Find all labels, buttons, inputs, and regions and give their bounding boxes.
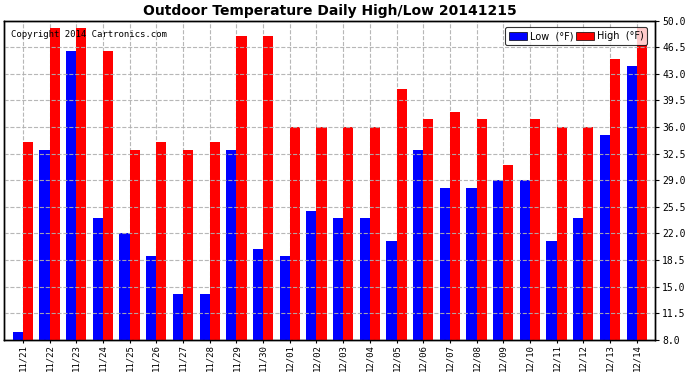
Bar xyxy=(333,218,343,375)
Bar xyxy=(343,127,353,375)
Bar xyxy=(199,294,210,375)
Legend: Low  (°F), High  (°F): Low (°F), High (°F) xyxy=(506,27,647,45)
Bar xyxy=(466,188,477,375)
Bar xyxy=(183,150,193,375)
Bar xyxy=(172,294,183,375)
Bar xyxy=(610,59,620,375)
Bar xyxy=(440,188,450,375)
Bar xyxy=(583,127,593,375)
Bar xyxy=(520,180,530,375)
Bar xyxy=(627,66,637,375)
Bar xyxy=(279,256,290,375)
Bar xyxy=(263,36,273,375)
Bar xyxy=(423,120,433,375)
Bar xyxy=(386,241,397,375)
Bar xyxy=(92,218,103,375)
Bar xyxy=(397,89,406,375)
Bar xyxy=(226,150,237,375)
Bar xyxy=(477,120,486,375)
Bar xyxy=(103,51,113,375)
Bar xyxy=(530,120,540,375)
Text: Copyright 2014 Cartronics.com: Copyright 2014 Cartronics.com xyxy=(10,30,166,39)
Bar xyxy=(130,150,140,375)
Bar xyxy=(413,150,423,375)
Bar xyxy=(237,36,246,375)
Bar xyxy=(119,233,130,375)
Bar xyxy=(23,142,33,375)
Bar xyxy=(253,249,263,375)
Bar xyxy=(317,127,326,375)
Bar xyxy=(157,142,166,375)
Bar xyxy=(370,127,380,375)
Bar xyxy=(50,28,59,375)
Bar xyxy=(306,211,317,375)
Bar xyxy=(76,28,86,375)
Bar xyxy=(359,218,370,375)
Bar xyxy=(637,28,647,375)
Bar xyxy=(493,180,503,375)
Bar xyxy=(66,51,76,375)
Bar xyxy=(39,150,50,375)
Bar xyxy=(146,256,157,375)
Title: Outdoor Temperature Daily High/Low 20141215: Outdoor Temperature Daily High/Low 20141… xyxy=(143,4,517,18)
Bar xyxy=(600,135,610,375)
Bar xyxy=(12,332,23,375)
Bar xyxy=(450,112,460,375)
Bar xyxy=(573,218,583,375)
Bar xyxy=(290,127,300,375)
Bar xyxy=(503,165,513,375)
Bar xyxy=(210,142,220,375)
Bar xyxy=(557,127,566,375)
Bar xyxy=(546,241,557,375)
